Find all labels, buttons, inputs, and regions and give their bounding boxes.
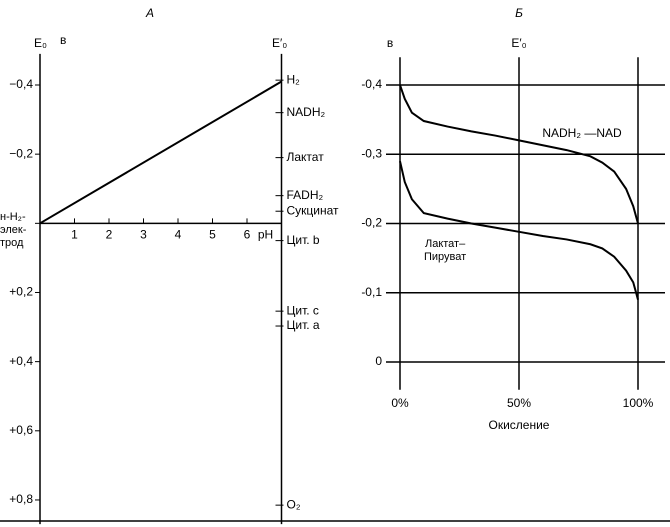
y-tick-label: 0: [375, 354, 382, 368]
y-tick-label: −0,2: [9, 146, 33, 160]
y-tick-label: +0,4: [9, 354, 33, 368]
y2-label: Цит. b: [287, 233, 320, 247]
y-axis-label: E₀: [34, 36, 47, 50]
y-axis-label: в: [387, 36, 393, 50]
y-tick-label: +0,2: [9, 285, 33, 299]
y-tick-label: +0,8: [9, 492, 33, 506]
curve: [399, 160, 639, 300]
x-tick-label: 6: [244, 227, 251, 241]
reference-label: E′₀: [511, 36, 526, 50]
x-tick-label: 1: [71, 227, 78, 241]
x-tick-label: 100%: [623, 396, 654, 410]
curve-label: Лактат– Пируват: [424, 238, 467, 263]
panel-title: Б: [515, 6, 523, 20]
curve: [39, 80, 283, 225]
x-tick-label: 5: [209, 227, 216, 241]
y2-label: Цит. c: [287, 303, 319, 317]
y2-label: H₂: [287, 72, 301, 86]
y-tick-label: +0,6: [9, 423, 33, 437]
x-tick-label: 4: [175, 227, 182, 241]
y2-label: Цит. a: [287, 318, 320, 332]
curve: [399, 84, 639, 224]
x-tick-label: 3: [140, 227, 147, 241]
panel-title: А: [145, 6, 154, 20]
curve-label: NADH₂ —NAD: [542, 126, 622, 140]
y2-label: O₂: [287, 497, 301, 511]
x-tick-label: 0%: [391, 396, 409, 410]
y2-label: Лактат: [287, 150, 325, 164]
x-tick-label: 2: [106, 227, 113, 241]
y-tick-label: -0,2: [361, 216, 382, 230]
y-tick-label: -0,1: [361, 285, 382, 299]
y2-label: FADH₂: [287, 188, 324, 202]
y-tick-label: н-H₂- элек- трод: [0, 211, 27, 250]
y-axis-unit: в: [60, 33, 66, 47]
x-axis-label: Окисление: [489, 418, 550, 432]
y-tick-label: -0,4: [361, 77, 382, 91]
y2-axis-label: E′₀: [272, 36, 287, 50]
y2-label: Сукцинат: [287, 203, 340, 217]
y2-label: NADH₂: [287, 105, 326, 119]
x-axis-label: pH: [258, 227, 273, 241]
x-tick-label: 50%: [507, 396, 531, 410]
y-tick-label: -0,3: [361, 146, 382, 160]
y-tick-label: −0,4: [9, 77, 33, 91]
